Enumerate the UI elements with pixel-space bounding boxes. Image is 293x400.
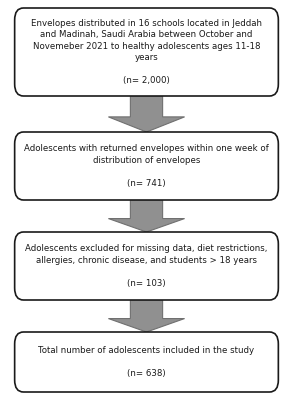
FancyBboxPatch shape [15, 332, 278, 392]
Text: Adolescents with returned envelopes within one week of
distribution of envelopes: Adolescents with returned envelopes with… [24, 144, 269, 188]
Polygon shape [108, 96, 185, 132]
Polygon shape [108, 300, 185, 332]
Text: Total number of adolescents included in the study

(n= 638): Total number of adolescents included in … [38, 346, 255, 378]
Polygon shape [108, 200, 185, 232]
Text: Adolescents excluded for missing data, diet restrictions,
allergies, chronic dis: Adolescents excluded for missing data, d… [25, 244, 268, 288]
FancyBboxPatch shape [15, 232, 278, 300]
Text: Envelopes distributed in 16 schools located in Jeddah
and Madinah, Saudi Arabia : Envelopes distributed in 16 schools loca… [31, 19, 262, 85]
FancyBboxPatch shape [15, 132, 278, 200]
FancyBboxPatch shape [15, 8, 278, 96]
